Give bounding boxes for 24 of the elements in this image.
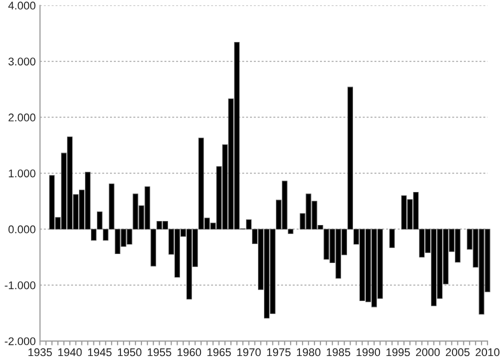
bar [389,228,395,248]
x-tick-label: 1975 [267,348,291,356]
x-tick-label: 1980 [296,348,320,356]
x-tick-label: 1955 [148,348,172,356]
x-tick-label: 1945 [88,348,112,356]
x-tick-label: 1940 [58,348,82,356]
x-tick-label: 1985 [326,348,350,356]
x-tick-label: 1950 [118,348,142,356]
y-tick-label: 3.000 [8,58,36,66]
x-tick-label: 1965 [207,348,231,356]
y-tick-label: -1.000 [4,281,36,290]
y-tick-label: -2.000 [4,337,36,346]
y-tick-label: 1.000 [8,169,36,178]
x-tick-label: 1960 [178,348,202,356]
x-tick-label: 1995 [386,348,410,356]
x-tick-label: 1990 [356,348,380,356]
y-tick-label: 2.000 [8,114,36,122]
y-tick-label: 4.000 [8,2,36,10]
x-tick-label: 2005 [446,348,470,356]
x-tick-label: 1970 [237,348,261,356]
x-tick-label: 2000 [416,348,440,356]
y-tick-label: 0.000 [8,225,36,234]
x-tick-label: 1935 [28,348,52,356]
x-tick-label: 2010 [476,348,500,356]
